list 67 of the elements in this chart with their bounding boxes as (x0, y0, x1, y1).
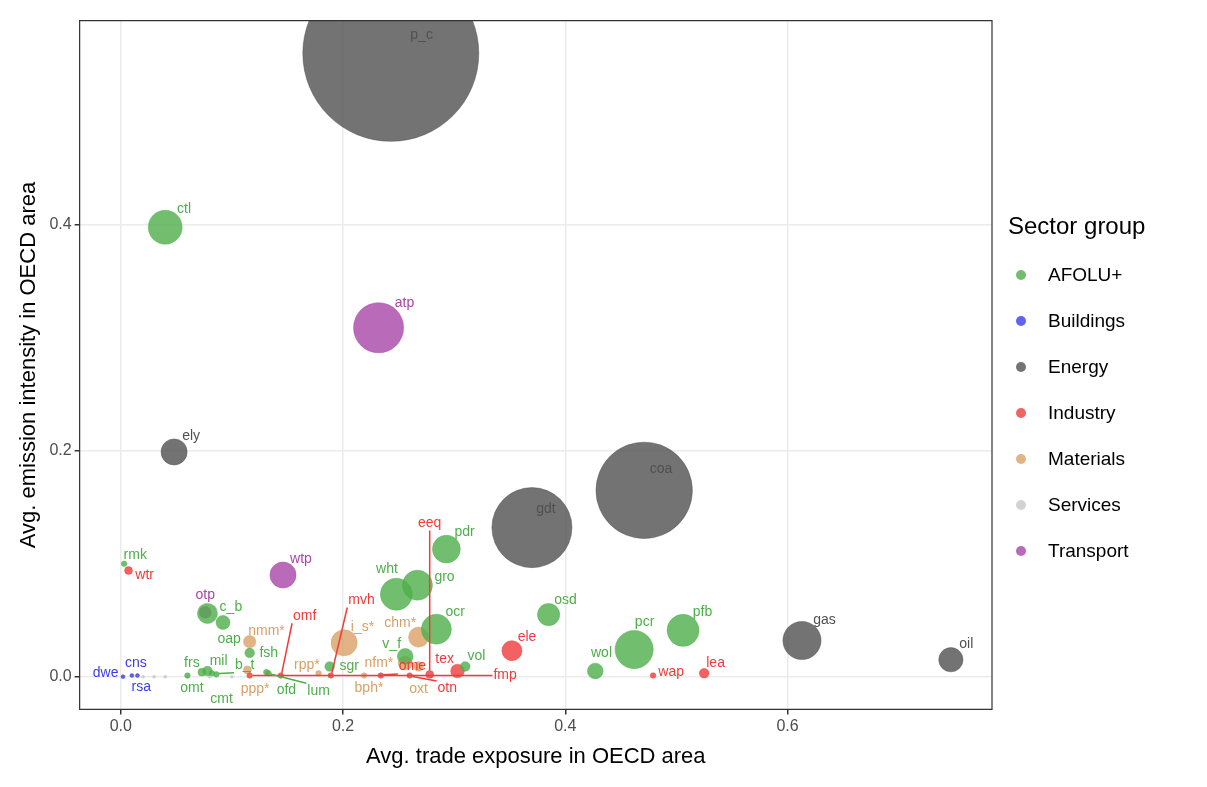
annotation: pfb (692, 603, 713, 620)
legend-label: AFOLU+ (1048, 264, 1123, 286)
annotation: mil (209, 651, 228, 668)
annotation: cmt (210, 689, 234, 706)
annotation: otn (437, 679, 458, 696)
annotation: nfm* (364, 653, 394, 670)
annotation: ely (182, 427, 201, 443)
annotation: osd (554, 590, 577, 607)
annotation: vol (467, 647, 486, 664)
annotation: ele (517, 627, 537, 644)
legend-title: Sector group (1008, 212, 1146, 240)
annotation: sgr (339, 657, 360, 674)
legend-label: Industry (1048, 402, 1116, 424)
annotation: fmp (493, 666, 517, 683)
annotation: chm* (384, 614, 417, 631)
annotation: rsa (131, 678, 152, 695)
annotation: oil (959, 635, 974, 652)
annotation: ctl (177, 199, 192, 216)
annotation: wht (375, 560, 398, 577)
annotation: rpp* (294, 655, 321, 672)
x-axis-title: Avg. trade exposure in OECD area (366, 742, 707, 768)
annotation: omf (293, 606, 317, 623)
x-tick-label: 0.2 (331, 717, 355, 735)
annotation: wap (657, 662, 685, 679)
annotation: lum (307, 681, 330, 698)
annotation: ppp* (240, 680, 270, 697)
legend-label: Buildings (1048, 310, 1126, 332)
annotation: dwe (92, 664, 119, 681)
annotation: v_f (382, 635, 402, 652)
annotation: tex (435, 650, 454, 667)
annotation: pdr (454, 523, 476, 540)
y-tick-label: 0.2 (49, 441, 72, 459)
annotation: gas (813, 611, 836, 628)
annotation: ocr (445, 602, 466, 619)
x-tick-label: 0.6 (776, 717, 799, 735)
legend-label: Services (1048, 494, 1121, 516)
x-tick-label: 0.0 (109, 717, 132, 735)
annotation: wtp (289, 550, 313, 567)
annotation: wtr (134, 565, 155, 582)
y-axis-title: Avg. emission intensity in OECD area (15, 181, 41, 549)
annotation: otp (195, 585, 216, 602)
annotation: gro (434, 567, 455, 584)
annotation: c_b (219, 597, 243, 614)
annotation: pcr (634, 612, 655, 629)
legend-label: Transport (1048, 540, 1129, 562)
annotation: ofd (276, 681, 297, 698)
x-tick-label: 0.4 (554, 717, 577, 735)
y-tick-label: 0.4 (49, 215, 72, 233)
annotation: oxt (409, 679, 429, 696)
annotation: mvh (348, 590, 375, 607)
annotation: b_t (234, 656, 255, 673)
annotation: wol (589, 644, 613, 661)
annotation: frs (184, 653, 200, 670)
annotation: cns (125, 654, 147, 671)
annotation: nmm* (248, 621, 286, 638)
annotation: fsh (259, 643, 279, 660)
annotation: lea (706, 654, 726, 671)
annotation: omt (180, 679, 204, 696)
annotation: eeq (418, 513, 442, 530)
legend-label: Materials (1048, 448, 1126, 470)
annotation: bph* (354, 679, 384, 696)
annotation: oap (217, 629, 241, 646)
annotation: atp (394, 294, 415, 311)
annotation: rmk (123, 546, 148, 563)
annotation: i_s* (350, 617, 375, 634)
legend-label: Energy (1048, 356, 1109, 378)
y-tick-label: 0.0 (49, 667, 72, 685)
